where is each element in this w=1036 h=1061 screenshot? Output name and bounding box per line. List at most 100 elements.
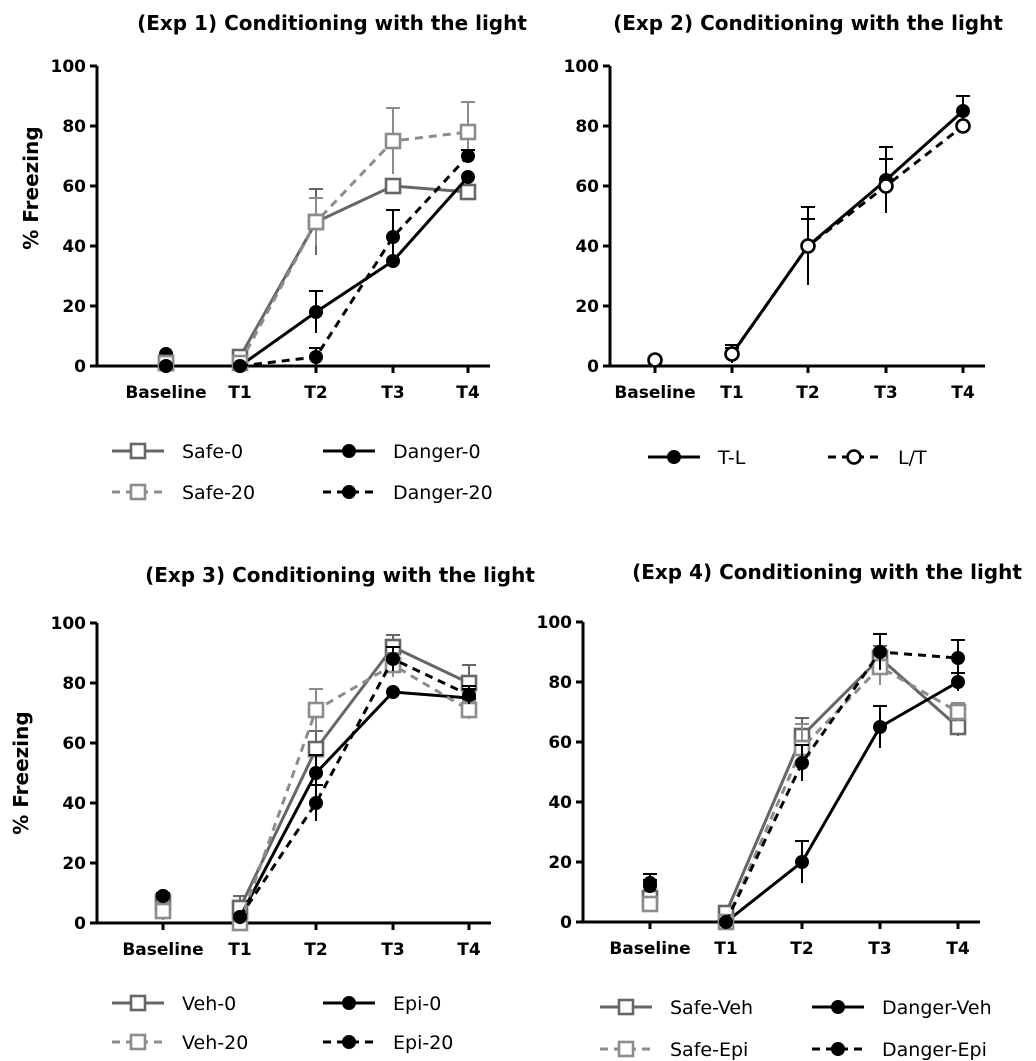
- y-tick-label: 20: [62, 854, 86, 874]
- series-line: [239, 154, 470, 368]
- y-tick-label: 40: [548, 793, 572, 813]
- x-tick-label: T4: [951, 383, 975, 403]
- legend-entry-Safe-0: Safe-0: [112, 441, 243, 463]
- panel-exp2-legend: T-L L/T: [648, 447, 927, 469]
- panel-exp3: (Exp 3) Conditioning with the light % Fr…: [9, 563, 535, 1054]
- data-point: [951, 651, 965, 665]
- data-point: [795, 756, 809, 770]
- data-point: [459, 183, 477, 201]
- x-tick-label: T4: [457, 940, 481, 960]
- series-line: [730, 124, 964, 355]
- x-tick-label: T4: [946, 939, 970, 959]
- data-point: [873, 720, 887, 734]
- legend-label: Safe-Epi: [670, 1039, 748, 1061]
- legend-marker: [342, 444, 356, 458]
- x-tick-label: T2: [304, 383, 327, 403]
- legend-label: Veh-0: [182, 993, 236, 1015]
- legend-label: T-L: [717, 447, 746, 469]
- data-point: [719, 915, 733, 929]
- legend-entry-Veh-0: Veh-0: [112, 993, 236, 1015]
- y-tick-label: 60: [548, 733, 572, 753]
- legend-label: Safe-20: [182, 482, 255, 504]
- series-line: [238, 690, 470, 918]
- data-point: [159, 359, 173, 373]
- x-tick-label: T1: [720, 383, 743, 403]
- x-tick-label: Baseline: [614, 383, 695, 403]
- y-tick-label: 20: [62, 297, 86, 317]
- y-tick-label: 40: [62, 237, 86, 257]
- y-tick-label: 40: [62, 794, 86, 814]
- panel-exp3-title: (Exp 3) Conditioning with the light: [145, 563, 535, 587]
- data-point: [724, 346, 740, 362]
- y-tick-label: 60: [575, 177, 599, 197]
- legend-entry-Safe-Veh: Safe-Veh: [600, 997, 753, 1019]
- series-L/T: [647, 118, 971, 368]
- data-point: [878, 178, 894, 194]
- legend-label: Veh-20: [182, 1032, 248, 1054]
- legend-label: Safe-Veh: [670, 997, 753, 1019]
- data-point: [307, 740, 325, 758]
- data-point: [641, 895, 659, 913]
- data-point: [643, 879, 657, 893]
- legend-marker: [129, 442, 147, 460]
- data-point: [461, 149, 475, 163]
- x-tick-label: T1: [228, 940, 251, 960]
- data-point: [154, 902, 172, 920]
- legend-marker: [342, 996, 356, 1010]
- series-line: [730, 109, 965, 355]
- y-tick-label: 60: [62, 177, 86, 197]
- legend-label: L/T: [898, 447, 927, 469]
- legend-label: Safe-0: [182, 441, 243, 463]
- legend-entry-Danger-Epi: Danger-Epi: [812, 1039, 987, 1061]
- legend-marker: [831, 1000, 845, 1014]
- data-point: [233, 910, 247, 924]
- panel-exp3-ylabel: % Freezing: [9, 711, 33, 834]
- legend-entry-Danger-0: Danger-0: [323, 441, 481, 463]
- data-point: [307, 213, 325, 231]
- y-tick-label: 100: [51, 57, 87, 77]
- panel-exp3-legend: Veh-0 Epi-0 Veh-20 Epi-20: [112, 993, 453, 1054]
- data-point: [460, 701, 478, 719]
- series-line: [724, 650, 959, 923]
- y-tick-label: 80: [62, 117, 86, 137]
- y-tick-label: 0: [587, 357, 599, 377]
- data-point: [384, 177, 402, 195]
- y-tick-label: 0: [560, 913, 572, 933]
- legend-marker: [342, 1035, 356, 1049]
- series-line: [238, 184, 469, 358]
- data-point: [384, 132, 402, 150]
- data-point: [800, 238, 816, 254]
- data-point: [309, 796, 323, 810]
- x-tick-label: T1: [714, 939, 737, 959]
- data-point: [309, 305, 323, 319]
- series-line: [238, 657, 470, 918]
- y-tick-label: 0: [74, 357, 86, 377]
- legend-marker: [617, 1040, 635, 1058]
- series-line: [238, 130, 469, 364]
- legend-marker: [617, 998, 635, 1016]
- legend-label: Danger-Epi: [882, 1039, 987, 1061]
- legend-marker: [667, 450, 681, 464]
- data-point: [233, 359, 247, 373]
- x-tick-label: T3: [874, 383, 897, 403]
- data-point: [955, 118, 971, 134]
- panel-exp1-title: (Exp 1) Conditioning with the light: [137, 11, 527, 35]
- data-point: [156, 889, 170, 903]
- legend-label: Danger-20: [393, 482, 493, 504]
- legend-entry-Veh-20: Veh-20: [112, 1032, 248, 1054]
- series-line: [239, 176, 470, 368]
- y-tick-label: 60: [62, 734, 86, 754]
- series-line: [238, 645, 470, 909]
- series-Epi-20: [156, 646, 476, 924]
- data-point: [309, 350, 323, 364]
- series-Safe-20: [157, 101, 477, 372]
- y-tick-label: 40: [575, 237, 599, 257]
- legend-marker: [129, 994, 147, 1012]
- y-tick-label: 100: [564, 57, 600, 77]
- data-point: [309, 766, 323, 780]
- series-Danger-Epi: [643, 633, 965, 929]
- legend-marker: [129, 1033, 147, 1051]
- data-point: [307, 701, 325, 719]
- series-line: [724, 655, 959, 914]
